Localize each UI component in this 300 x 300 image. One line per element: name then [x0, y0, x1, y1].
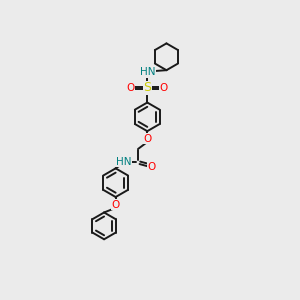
Text: O: O: [148, 162, 156, 172]
Text: O: O: [112, 200, 120, 210]
Text: HN: HN: [116, 157, 132, 167]
Text: HN: HN: [140, 68, 155, 77]
Text: O: O: [143, 134, 152, 144]
Text: S: S: [143, 82, 151, 94]
Text: O: O: [127, 83, 135, 93]
Text: O: O: [160, 83, 168, 93]
